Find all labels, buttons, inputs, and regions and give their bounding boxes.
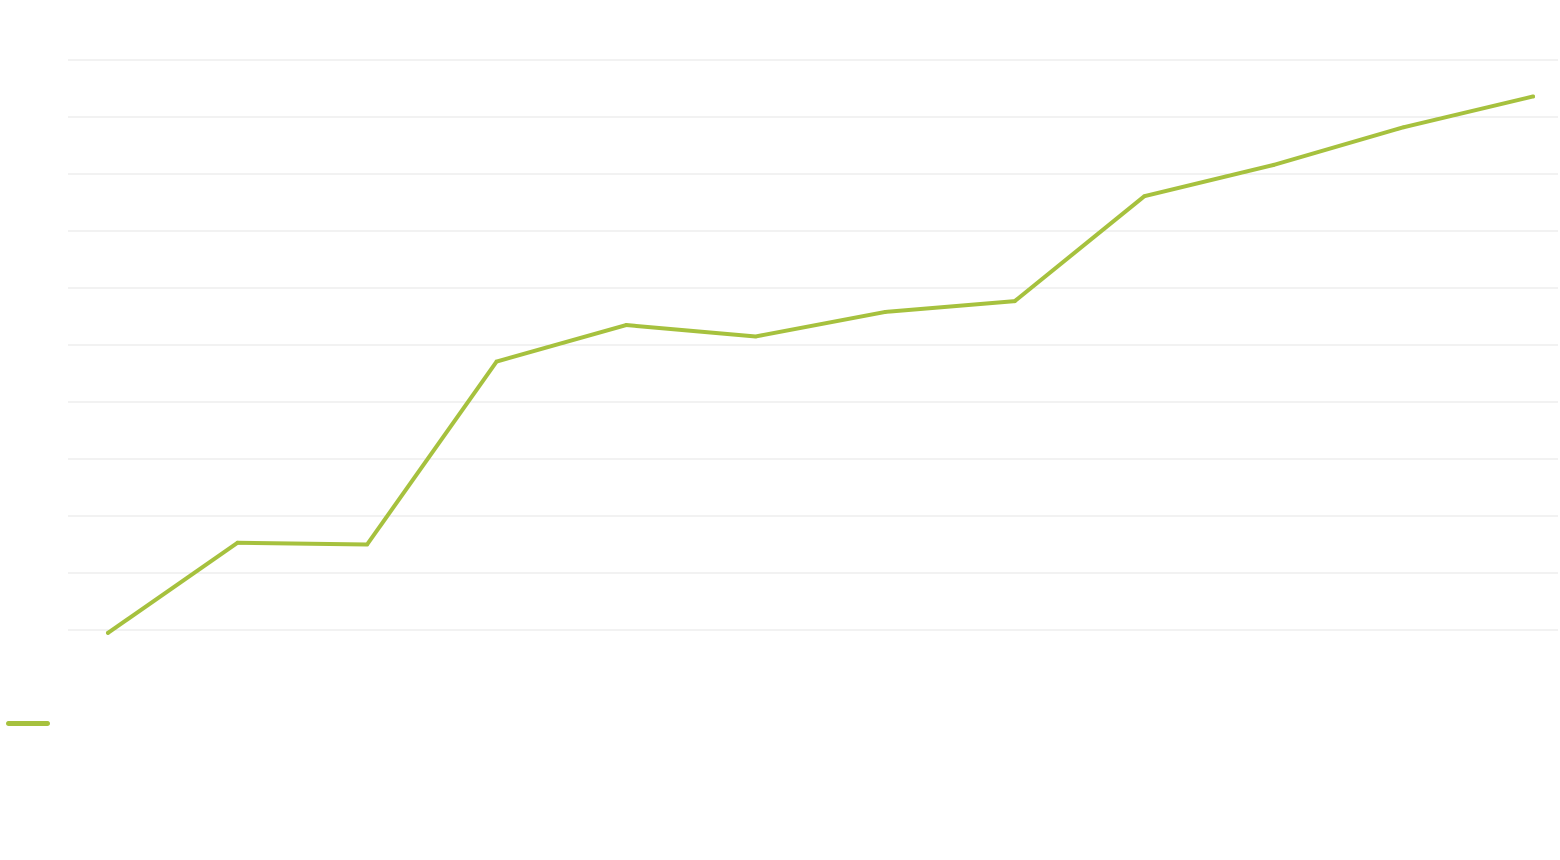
data-point (365, 542, 370, 547)
data-point (1271, 162, 1276, 167)
data-point (1142, 194, 1147, 199)
data-point (235, 540, 240, 545)
data-point (883, 309, 888, 314)
data-point (624, 323, 629, 328)
legend (6, 716, 58, 730)
series-layer (106, 94, 1535, 635)
legend-swatch (6, 720, 50, 726)
data-point (1531, 94, 1535, 99)
data-point (753, 334, 758, 339)
data-point (1401, 125, 1406, 130)
gridlines (68, 59, 1558, 631)
data-point (494, 359, 499, 364)
series-line (106, 94, 1535, 635)
data-point (1012, 299, 1017, 304)
data-point (106, 630, 110, 635)
